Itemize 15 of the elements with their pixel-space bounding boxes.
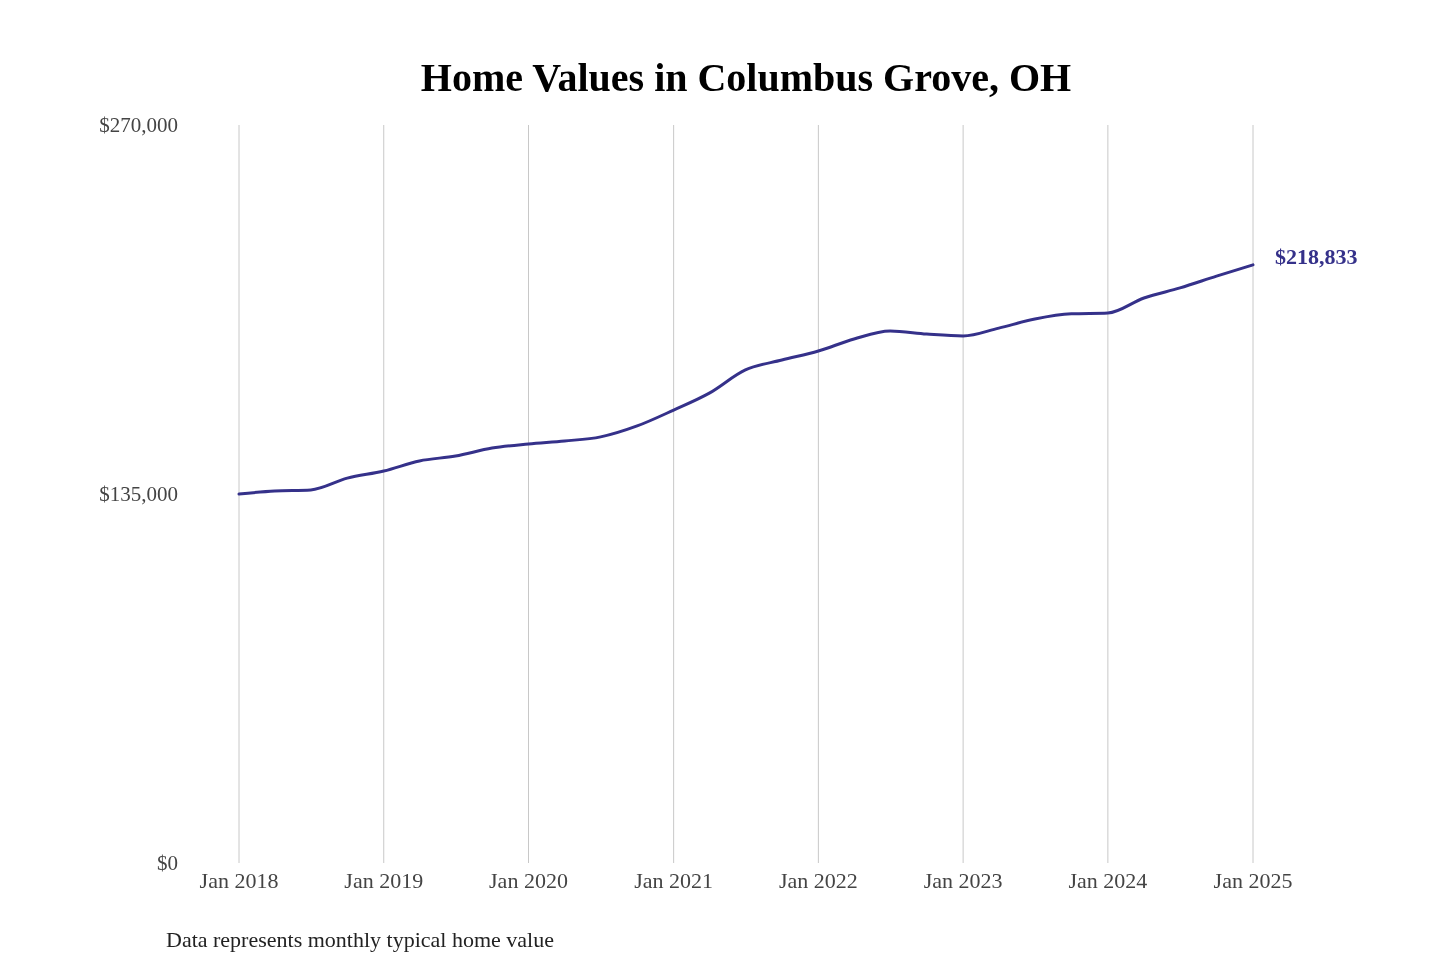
x-tick-label: Jan 2020 <box>489 868 568 893</box>
x-tick-label: Jan 2025 <box>1213 868 1293 893</box>
y-tick-label: $270,000 <box>99 113 178 137</box>
annotation: $218,833 <box>1275 243 1358 269</box>
chart-title: Home Values in Columbus Grove, OH <box>420 55 1072 100</box>
y-tick-label: $0 <box>157 851 178 875</box>
x-tick-label: Jan 2023 <box>923 868 1003 893</box>
x-tick-label: Jan 2024 <box>1068 868 1148 893</box>
x-tick-label: Jan 2022 <box>778 868 858 893</box>
x-tick-label: Jan 2021 <box>634 868 714 893</box>
line-series <box>237 263 1255 496</box>
x-tick-label: Jan 2018 <box>199 868 279 893</box>
text: Data represents monthly typical home value <box>166 927 554 952</box>
y-tick-label: $135,000 <box>99 482 178 506</box>
x-tick-label: Jan 2019 <box>344 868 424 893</box>
